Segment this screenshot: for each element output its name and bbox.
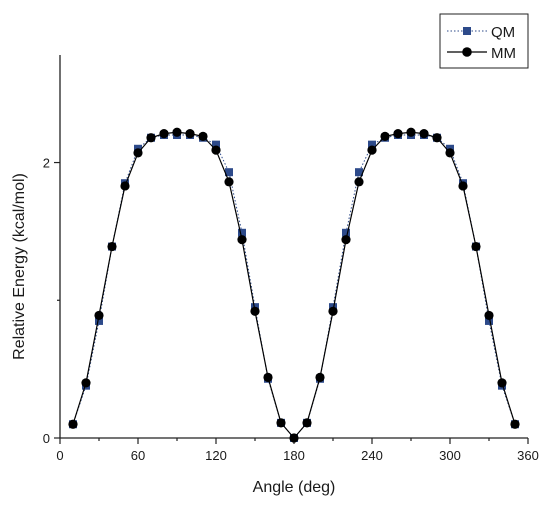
mm-series-line bbox=[72, 131, 516, 439]
mm-point bbox=[341, 235, 351, 245]
x-tick-label-60: 60 bbox=[131, 448, 145, 463]
mm-point bbox=[107, 241, 117, 252]
mm-point bbox=[237, 235, 247, 245]
qm-point bbox=[238, 228, 246, 237]
legend: QM MM bbox=[439, 13, 529, 69]
mm-point bbox=[393, 129, 403, 139]
mm-point bbox=[263, 372, 273, 382]
mm-point bbox=[328, 306, 338, 316]
mm-point bbox=[484, 310, 494, 321]
legend-qm-marker bbox=[463, 27, 471, 35]
qm-point bbox=[342, 228, 350, 237]
mm-point bbox=[510, 419, 520, 429]
legend-box bbox=[439, 13, 529, 69]
mm-point bbox=[120, 181, 130, 191]
x-tick-label-300: 300 bbox=[439, 448, 461, 463]
qm-point bbox=[368, 140, 376, 149]
qm-point bbox=[485, 316, 493, 325]
mm-point bbox=[497, 378, 507, 388]
mm-point bbox=[289, 433, 299, 443]
qm-point bbox=[355, 168, 363, 177]
y-tick-label-0: 0 bbox=[43, 431, 50, 446]
mm-point bbox=[380, 131, 390, 141]
x-axis-title: Angle (deg) bbox=[253, 479, 336, 496]
axes bbox=[59, 55, 528, 439]
mm-point bbox=[133, 148, 143, 158]
mm-point bbox=[185, 129, 195, 139]
legend-mm-label: MM bbox=[491, 45, 516, 62]
mm-point bbox=[250, 306, 260, 316]
mm-point bbox=[354, 177, 364, 187]
x-tick-label-0: 0 bbox=[56, 448, 63, 463]
mm-point bbox=[224, 177, 234, 187]
qm-point bbox=[225, 168, 233, 177]
mm-point bbox=[445, 148, 455, 158]
mm-point bbox=[458, 181, 468, 191]
y-ticks: 02 bbox=[43, 156, 60, 446]
legend-mm-marker bbox=[462, 47, 472, 57]
qm-point bbox=[212, 140, 220, 149]
mm-point bbox=[419, 129, 429, 139]
mm-point bbox=[367, 145, 377, 155]
mm-point bbox=[432, 133, 442, 143]
mm-point bbox=[81, 378, 91, 388]
mm-point bbox=[172, 127, 182, 137]
mm-point bbox=[315, 372, 325, 382]
mm-point bbox=[94, 310, 104, 321]
mm-point bbox=[198, 131, 208, 141]
x-tick-label-240: 240 bbox=[361, 448, 383, 463]
y-tick-label-2: 2 bbox=[43, 156, 50, 171]
mm-point bbox=[146, 133, 156, 143]
qm-series-line bbox=[72, 134, 516, 439]
x-tick-label-360: 360 bbox=[517, 448, 539, 463]
mm-point bbox=[276, 418, 286, 428]
series-layer bbox=[68, 127, 520, 443]
x-tick-label-180: 180 bbox=[283, 448, 305, 463]
x-tick-label-120: 120 bbox=[205, 448, 227, 463]
qm-point bbox=[95, 316, 103, 325]
mm-point bbox=[406, 127, 416, 137]
mm-point bbox=[471, 241, 481, 252]
legend-qm-label: QM bbox=[491, 24, 515, 41]
mm-point bbox=[211, 145, 221, 155]
y-axis-title: Relative Energy (kcal/mol) bbox=[11, 173, 28, 360]
mm-point bbox=[302, 418, 312, 428]
mm-point bbox=[68, 419, 78, 429]
x-ticks: 0 60 120 180 240 300 360 bbox=[56, 438, 539, 463]
mm-point bbox=[159, 129, 169, 139]
